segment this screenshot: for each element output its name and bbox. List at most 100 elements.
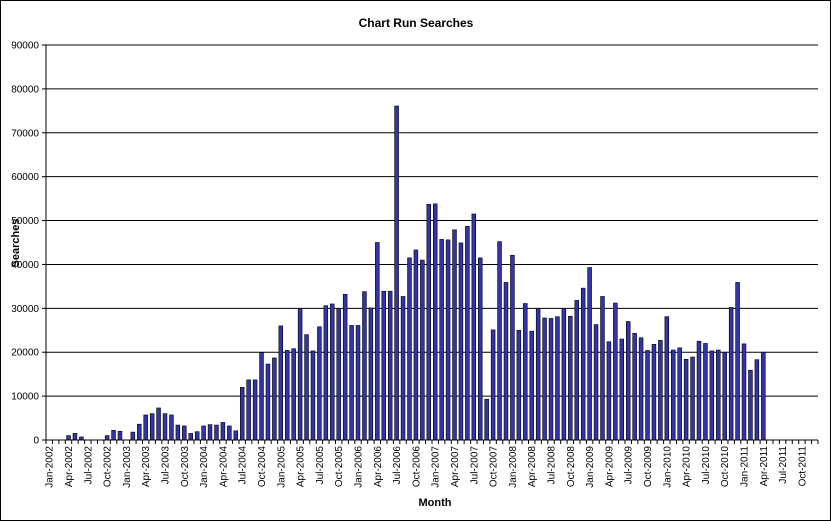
- bar: [349, 325, 354, 441]
- bar: [471, 213, 477, 441]
- x-tick-label: Apr-2005: [296, 446, 307, 488]
- x-tick-label: Apr-2010: [682, 446, 693, 488]
- x-tick-label: Apr-2003: [141, 446, 152, 488]
- bar: [542, 317, 547, 441]
- bar: [323, 305, 329, 441]
- bar: [490, 329, 496, 441]
- x-tick-label: Jan-2005: [276, 446, 287, 488]
- bar: [111, 430, 116, 441]
- x-tick-label: Jul-2002: [83, 446, 94, 485]
- bar: [722, 351, 727, 441]
- x-tick-label: Jan-2011: [740, 446, 751, 487]
- bar: [387, 290, 393, 441]
- bar: [156, 407, 161, 441]
- bar: [535, 308, 541, 441]
- bar: [741, 343, 747, 441]
- bar: [432, 203, 438, 441]
- bar: [375, 242, 380, 441]
- bar: [529, 330, 534, 441]
- bar: [600, 296, 605, 441]
- bar: [233, 430, 239, 441]
- bar: [214, 424, 219, 441]
- bar: [632, 333, 637, 441]
- bar: [754, 359, 760, 441]
- bar: [252, 379, 258, 441]
- y-tick-label: 10000: [11, 392, 39, 403]
- bar: [117, 430, 123, 441]
- gridlines: [46, 44, 818, 397]
- bar: [651, 344, 657, 441]
- bar: [162, 413, 168, 441]
- x-tick-label: Jul-2007: [469, 446, 480, 485]
- bar: [748, 369, 753, 441]
- bar: [149, 413, 155, 441]
- x-tick-label: Jan-2006: [354, 446, 365, 488]
- bar: [465, 225, 470, 441]
- x-tick-label: Oct-2010: [720, 446, 731, 488]
- bar: [523, 303, 528, 441]
- bar: [613, 302, 618, 441]
- bar: [207, 424, 213, 441]
- bar: [696, 340, 702, 441]
- x-tick-label: Jul-2006: [392, 446, 403, 485]
- bar: [728, 307, 734, 441]
- bar: [246, 379, 251, 441]
- bar: [201, 425, 206, 441]
- bar: [761, 351, 766, 441]
- bar: [619, 338, 625, 441]
- bar: [413, 249, 419, 441]
- x-tick-label: Oct-2007: [489, 446, 500, 488]
- bar: [439, 239, 444, 441]
- bar: [664, 316, 670, 441]
- x-tick-label: Jul-2009: [624, 446, 635, 485]
- x-tick-label: Apr-2004: [218, 446, 229, 488]
- bar: [625, 321, 631, 441]
- bar: [580, 287, 586, 441]
- bar: [709, 350, 715, 441]
- bar: [143, 414, 148, 441]
- bar: [130, 431, 136, 441]
- bar: [503, 282, 509, 441]
- bar: [72, 433, 78, 441]
- axes: [45, 45, 818, 441]
- bar: [593, 324, 599, 441]
- bar: [484, 398, 489, 441]
- bar: [188, 433, 193, 441]
- y-axis-title: Searches: [10, 219, 22, 268]
- bar: [330, 303, 335, 441]
- bar: [381, 290, 386, 441]
- bar: [66, 435, 71, 441]
- bar: [175, 424, 181, 441]
- x-tick-label: Jan-2009: [585, 446, 596, 488]
- x-tick-label: Jul-2003: [161, 446, 172, 485]
- x-tick-label: Jul-2010: [701, 446, 712, 485]
- x-tick-label: Apr-2006: [373, 446, 384, 488]
- bar: [394, 105, 399, 441]
- bar: [317, 326, 322, 441]
- x-tick-label: Jul-2008: [547, 446, 558, 485]
- bar-series: [66, 105, 766, 441]
- bar: [703, 343, 708, 441]
- bar: [400, 296, 406, 441]
- bar: [342, 293, 348, 441]
- bar: [587, 267, 592, 441]
- x-tick-label: Apr-2011: [759, 446, 770, 487]
- bar: [137, 423, 142, 441]
- bar: [239, 387, 245, 441]
- bar: [278, 325, 284, 441]
- x-axis-title: Month: [419, 497, 452, 509]
- bar: [227, 425, 232, 441]
- x-tick-label: Oct-2006: [411, 446, 422, 488]
- bar: [194, 431, 200, 441]
- bar: [310, 350, 316, 441]
- bar: [510, 254, 515, 441]
- x-tick-label: Jan-2004: [199, 446, 210, 488]
- y-tick-label: 60000: [11, 172, 39, 183]
- bar: [690, 356, 695, 441]
- y-tick-label: 90000: [11, 41, 39, 52]
- bar: [683, 358, 689, 441]
- bar: [285, 350, 290, 441]
- bar: [555, 316, 560, 441]
